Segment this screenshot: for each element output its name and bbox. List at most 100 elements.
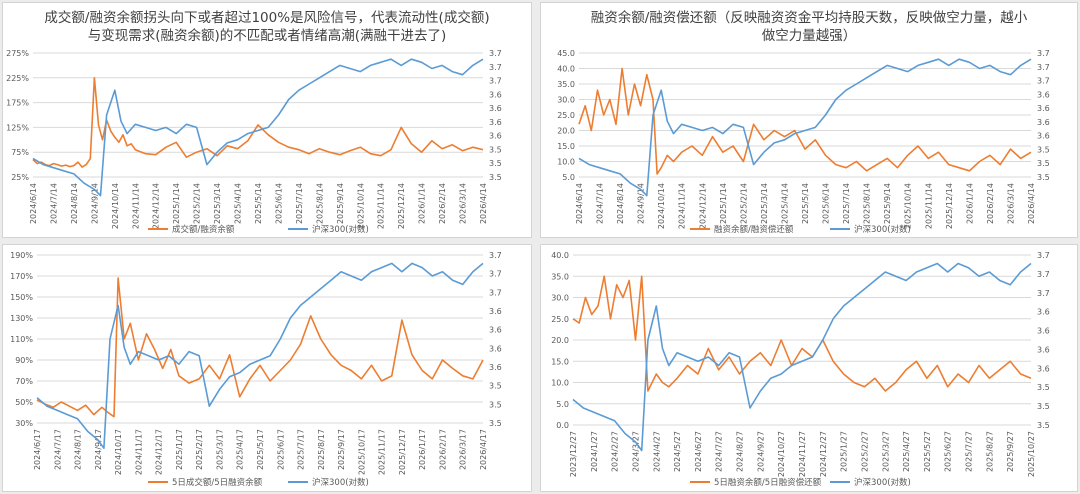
x-tick-label: 2025/9/17 xyxy=(337,429,346,470)
series-line-ratio xyxy=(572,275,1032,392)
y-right-tick-label: 3.6 xyxy=(1037,308,1050,317)
x-tick-label: 2024/10/27 xyxy=(777,431,786,477)
series-line-ratio xyxy=(32,77,484,168)
x-tick-label: 2024/11/27 xyxy=(798,431,807,477)
x-tick-label: 2025/8/17 xyxy=(317,429,326,470)
x-tick-label: 2025/4/27 xyxy=(902,431,911,472)
x-tick-label: 2024/9/14 xyxy=(90,183,99,224)
x-tick-label: 2025/3/17 xyxy=(215,429,224,470)
x-tick-label: 2024/11/14 xyxy=(678,183,687,229)
y-right-tick-label: 3.6 xyxy=(1037,327,1050,336)
y-right-tick-label: 3.5 xyxy=(1037,159,1050,168)
chart-4-svg: 0.0 5.0 10.0 15.0 20.0 25.0 30.0 35.0 40.0 3.5 3.5… xyxy=(551,251,1050,488)
x-tick-label: 2023/12/27 xyxy=(569,431,578,477)
y-right-tick-label: 3.5 xyxy=(1037,145,1050,154)
legend-label-hs300: 沪深300(对数) xyxy=(854,477,911,488)
legend-label-hs300: 沪深300(对数) xyxy=(312,224,369,235)
y-right-tick-label: 3.7 xyxy=(1037,270,1050,279)
x-tick-label: 2026/4/14 xyxy=(1027,183,1036,224)
y-left-tick-label: 25.0 xyxy=(551,315,569,324)
x-tick-label: 2026/1/14 xyxy=(965,183,974,224)
x-tick-label: 2024/7/14 xyxy=(49,183,58,224)
y-left-tick-label: 15.0 xyxy=(557,142,575,151)
x-tick-label: 2025/3/14 xyxy=(213,183,222,224)
x-tick-label: 2025/3/27 xyxy=(881,431,890,472)
x-tick-label: 2025/2/27 xyxy=(860,431,869,472)
y-right-tick-label: 3.5 xyxy=(1037,383,1050,392)
legend-label-hs300: 沪深300(对数) xyxy=(312,477,369,488)
x-tick-label: 2026/4/14 xyxy=(479,183,488,224)
y-left-tick-label: 150% xyxy=(10,293,33,302)
x-tick-label: 2025/6/17 xyxy=(276,429,285,470)
series-line-hs300 xyxy=(572,262,1032,452)
x-tick-label: 2025/10/14 xyxy=(904,183,913,229)
x-tick-label: 2025/1/14 xyxy=(719,183,728,224)
y-left-tick-label: 5.0 xyxy=(562,173,575,182)
x-tick-label: 2025/7/14 xyxy=(842,183,851,224)
x-tick-label: 2024/9/27 xyxy=(756,431,765,472)
y-left-tick-label: 0.0 xyxy=(556,421,569,430)
legend-label-hs300: 沪深300(对数) xyxy=(854,224,911,235)
x-tick-label: 2024/12/14 xyxy=(698,183,707,229)
series-line-hs300 xyxy=(578,58,1032,197)
x-tick-label: 2025/11/14 xyxy=(377,183,386,229)
y-left-tick-label: 40.0 xyxy=(557,65,575,74)
x-tick-label: 2025/9/14 xyxy=(883,183,892,224)
y-left-tick-label: 225% xyxy=(6,74,29,83)
x-tick-label: 2025/6/14 xyxy=(274,183,283,224)
x-tick-label: 2025/9/14 xyxy=(336,183,345,224)
y-left-tick-label: 35.0 xyxy=(557,80,575,89)
y-right-tick-label: 3.5 xyxy=(1037,402,1050,411)
x-tick-label: 2025/8/14 xyxy=(863,183,872,224)
x-tick-label: 2025/1/17 xyxy=(175,429,184,470)
y-left-tick-label: 25.0 xyxy=(557,111,575,120)
x-tick-label: 2025/7/17 xyxy=(297,429,306,470)
y-left-tick-label: 110% xyxy=(10,335,33,344)
x-tick-label: 2024/7/27 xyxy=(715,431,724,472)
x-tick-label: 2026/2/14 xyxy=(438,183,447,224)
y-left-tick-label: 5.0 xyxy=(556,400,569,409)
x-tick-label: 2024/12/17 xyxy=(155,429,164,475)
chart-1-title-line-2: 与变现需求(融资余额)的不匹配或者情绪高潮(满融干进去了) xyxy=(87,28,447,44)
y-right-tick-label: 3.5 xyxy=(1037,421,1050,430)
y-left-tick-label: 20.0 xyxy=(551,336,569,345)
y-right-tick-label: 3.5 xyxy=(489,400,502,409)
y-right-tick-label: 3.7 xyxy=(489,251,502,260)
y-right-tick-label: 3.6 xyxy=(1037,118,1050,127)
y-right-tick-label: 3.7 xyxy=(489,77,502,86)
x-tick-label: 2024/8/27 xyxy=(736,431,745,472)
x-tick-label: 2024/11/17 xyxy=(134,429,143,475)
x-tick-label: 2024/7/17 xyxy=(53,429,62,470)
y-right-tick-label: 3.6 xyxy=(489,363,502,372)
x-tick-label: 2024/10/17 xyxy=(114,429,123,475)
x-tick-label: 2025/5/14 xyxy=(254,183,263,224)
x-tick-label: 2026/2/17 xyxy=(438,429,447,470)
y-left-tick-label: 70% xyxy=(15,377,33,386)
y-right-tick-label: 3.7 xyxy=(1037,77,1050,86)
x-tick-label: 2026/1/17 xyxy=(418,429,427,470)
y-right-tick-label: 3.5 xyxy=(489,419,502,428)
x-tick-label: 2025/8/27 xyxy=(985,431,994,472)
x-tick-label: 2025/6/27 xyxy=(944,431,953,472)
x-tick-label: 2026/1/14 xyxy=(418,183,427,224)
x-tick-label: 2024/1/27 xyxy=(590,431,599,472)
y-right-tick-label: 3.6 xyxy=(489,132,502,141)
x-tick-label: 2025/4/17 xyxy=(236,429,245,470)
x-tick-label: 2025/10/17 xyxy=(357,429,366,475)
legend-label-ratio: 融资余额/融资偿还额 xyxy=(714,224,794,235)
x-tick-label: 2025/7/14 xyxy=(295,183,304,224)
x-tick-label: 2025/8/14 xyxy=(315,183,324,224)
x-tick-label: 2025/6/14 xyxy=(822,183,831,224)
y-right-tick-label: 3.6 xyxy=(489,118,502,127)
y-left-tick-label: 170% xyxy=(10,272,33,281)
y-right-tick-label: 3.5 xyxy=(489,173,502,182)
x-tick-label: 2024/9/14 xyxy=(637,183,646,224)
x-tick-label: 2024/8/14 xyxy=(616,183,625,224)
series-line-ratio xyxy=(36,277,484,418)
y-left-tick-label: 190% xyxy=(10,251,33,260)
legend-label-ratio: 5日成交额/5日融资余额 xyxy=(172,477,263,488)
y-right-tick-label: 3.6 xyxy=(1037,345,1050,354)
x-tick-label: 2025/10/14 xyxy=(356,183,365,229)
y-left-tick-label: 25% xyxy=(11,173,29,182)
y-left-tick-label: 30.0 xyxy=(551,294,569,303)
